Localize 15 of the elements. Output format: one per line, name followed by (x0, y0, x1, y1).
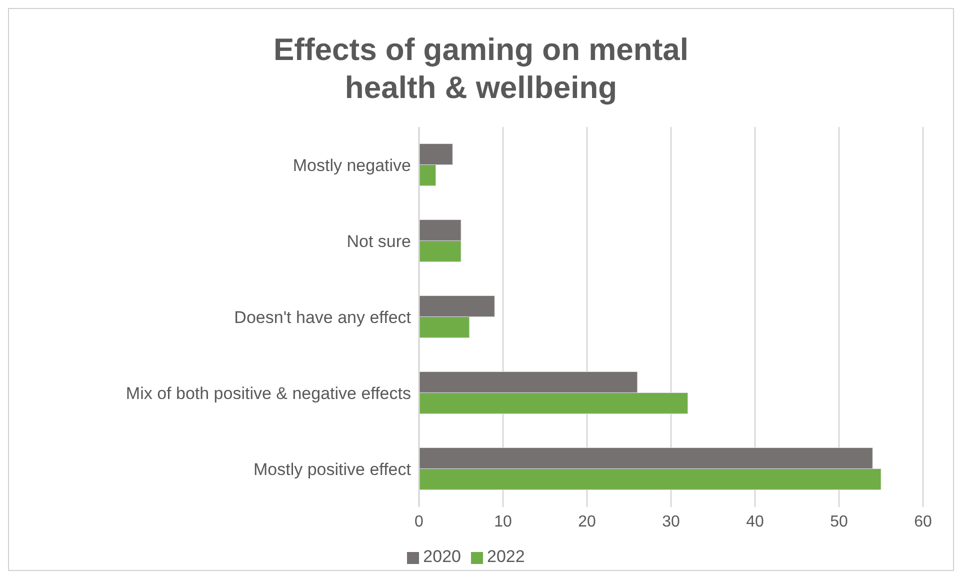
x-tick-label: 0 (414, 513, 424, 530)
legend-label: 2020 (423, 547, 461, 566)
y-tick-label: Not sure (346, 232, 411, 252)
x-tick-label: 30 (662, 513, 680, 530)
y-tick-label: Mostly negative (292, 156, 411, 176)
x-tick-label: 50 (830, 513, 848, 530)
legend-label: 2022 (487, 547, 525, 566)
x-tick-label: 10 (494, 513, 512, 530)
chart-title: Effects of gaming on mental health & wellbeing (272, 31, 690, 107)
y-tick-label: Doesn't have any effect (234, 308, 412, 328)
y-tick-label: Mix of both positive & negative effects (126, 384, 411, 404)
x-tick-label: 20 (578, 513, 596, 530)
x-tick-label: 40 (746, 513, 764, 530)
y-tick-label: Mostly positive effect (254, 460, 412, 480)
x-tick-label: 60 (914, 513, 932, 530)
